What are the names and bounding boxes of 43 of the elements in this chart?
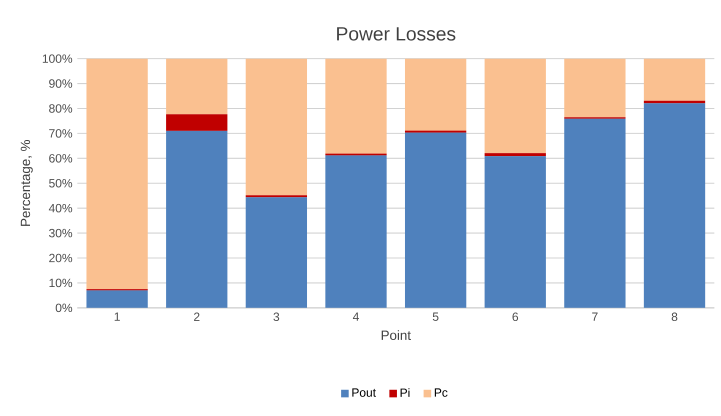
y-tick-label: 70% (49, 129, 72, 138)
bar (564, 58, 626, 118)
chart-title: Power Losses (337, 27, 456, 41)
y-tick-label: 0% (56, 304, 72, 312)
bar (644, 103, 706, 308)
bar (166, 114, 228, 131)
x-tick-label: 5 (432, 312, 438, 322)
bar (325, 155, 387, 308)
y-tick-label: 40% (48, 204, 72, 213)
legend-label: Pout (352, 388, 376, 397)
bar (246, 58, 308, 196)
y-tick-label: 30% (49, 228, 72, 238)
x-axis-title: Point (382, 330, 411, 340)
y-tick-label: 100% (42, 54, 72, 63)
x-tick-label: 1 (114, 312, 120, 321)
bar (564, 118, 626, 308)
y-tick-label: 10% (50, 278, 72, 288)
bar (404, 132, 466, 308)
legend-label: Pc (434, 388, 448, 397)
legend-label: Pi (400, 388, 410, 397)
x-tick-label: 4 (352, 312, 359, 321)
bar (484, 58, 546, 154)
y-tick-label: 50% (49, 179, 72, 188)
x-tick-label: 3 (273, 312, 280, 322)
bar (166, 131, 228, 308)
y-tick-label: 60% (49, 154, 72, 163)
x-tick-label: 7 (592, 312, 598, 321)
bar (246, 197, 308, 308)
bar (86, 58, 148, 290)
x-tick-label: 2 (194, 312, 200, 322)
x-tick-label: 8 (672, 312, 678, 322)
y-tick-label: 90% (49, 79, 72, 88)
x-tick-label: 6 (512, 312, 518, 322)
bar (484, 156, 546, 308)
y-tick-label: 20% (49, 254, 72, 262)
bar (86, 290, 148, 308)
y-tick-label: 80% (49, 104, 72, 113)
bar (404, 58, 466, 131)
bar (325, 58, 387, 154)
bar (484, 153, 546, 156)
bar (166, 58, 228, 114)
bar (644, 58, 706, 101)
y-axis-title: Percentage, % (20, 140, 33, 226)
